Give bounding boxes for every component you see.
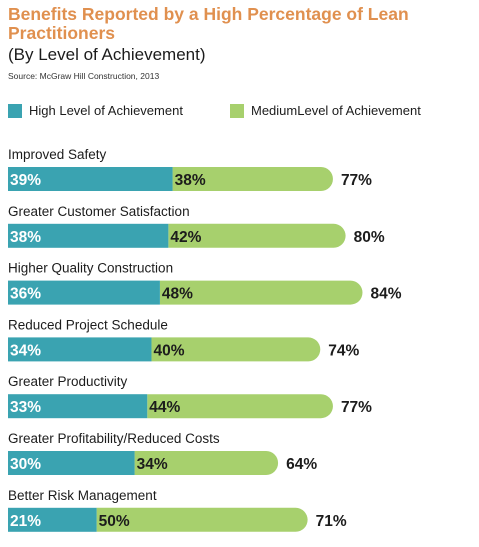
data-label-medium: 40% [153,342,184,359]
category-label: Greater Customer Satisfaction [8,204,190,219]
chart-title: Benefits Reported by a High Percentage o… [8,4,409,43]
data-label-medium: 44% [149,399,180,416]
bar-high-segment [8,451,135,475]
category-label: Higher Quality Construction [8,261,173,276]
data-label-total: 64% [286,456,317,473]
category-label: Better Risk Management [8,488,157,503]
bar-high-segment [8,507,97,532]
bar-medium-segment [168,223,346,248]
data-label-medium: 34% [137,456,168,473]
bar-medium-segment [159,280,363,305]
bar-high-segment [8,337,152,362]
bar-medium-segment [96,507,308,532]
data-label-high: 39% [10,172,41,189]
data-label-total: 74% [328,342,359,359]
bar-high-segment [8,394,148,419]
data-label-total: 77% [341,172,372,189]
category-label: Reduced Project Schedule [8,317,168,332]
data-label-medium: 38% [175,172,206,189]
data-label-total: 71% [316,513,347,530]
data-label-high: 38% [10,229,41,246]
bar-high-segment [8,167,173,191]
bar-medium-segment [172,167,333,191]
category-label: Greater Productivity [8,374,128,389]
bar-high-segment [8,223,169,248]
chart-source: Source: McGraw Hill Construction, 2013 [8,71,160,81]
data-label-total: 77% [341,399,372,416]
data-label-total: 84% [370,286,401,303]
data-label-high: 33% [10,399,41,416]
category-label: Improved Safety [8,147,107,162]
legend-label-high: High Level of Achievement [29,103,183,118]
legend-swatch-medium [230,104,244,118]
data-label-high: 36% [10,286,41,303]
data-label-high: 30% [10,456,41,473]
bar-high-segment [8,280,160,305]
data-label-high: 34% [10,342,41,359]
bar-medium-segment [147,394,333,419]
data-label-high: 21% [10,513,41,530]
category-label: Greater Profitability/Reduced Costs [8,431,220,446]
bar-medium-segment [134,451,279,475]
bar-medium-segment [151,337,321,362]
data-label-medium: 50% [99,513,130,530]
chart-subtitle: (By Level of Achievement) [8,45,206,64]
legend-label-medium: MediumLevel of Achievement [251,103,421,118]
data-label-total: 80% [354,229,385,246]
data-label-medium: 48% [162,286,193,303]
legend-swatch-high [8,104,22,118]
data-label-medium: 42% [170,229,201,246]
